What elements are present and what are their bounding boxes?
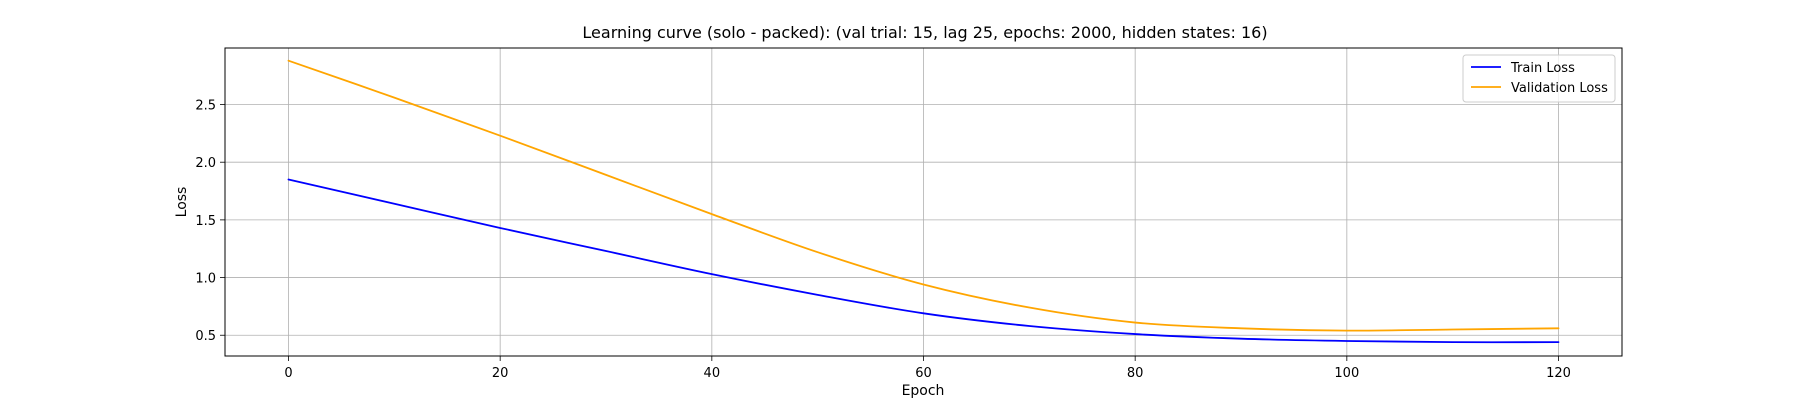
train-loss-line: [287, 178, 1560, 344]
x-tick-label: 120: [1546, 366, 1571, 381]
chart-title: Learning curve (solo - packed): (val tri…: [582, 23, 1267, 42]
y-tick-label: 0.5: [195, 329, 216, 344]
ticks: 0 20 40 60 80 100 120 0.5 1.0 1.5 2.0 2.5: [195, 99, 1571, 381]
y-tick-label: 1.0: [195, 272, 216, 287]
x-tick-label: 40: [704, 366, 721, 381]
y-tick-label: 2.5: [195, 99, 216, 114]
x-tick-label: 20: [492, 366, 509, 381]
x-tick-label: 100: [1334, 366, 1359, 381]
train-loss-legend-label: Train Loss: [1510, 61, 1575, 76]
validation-loss-line: [287, 59, 1560, 332]
x-axis-label: Epoch: [902, 383, 945, 399]
x-tick-label: 80: [1127, 366, 1144, 381]
validation-loss-legend-label: Validation Loss: [1511, 81, 1608, 96]
series-lines: [287, 59, 1560, 344]
y-tick-label: 2.0: [195, 156, 216, 171]
x-tick-label: 60: [915, 366, 932, 381]
x-tick-label: 0: [284, 366, 292, 381]
y-axis-label: Loss: [174, 187, 190, 218]
grid: [225, 48, 1622, 356]
legend: Train Loss Validation Loss: [1462, 54, 1616, 103]
y-tick-label: 1.5: [195, 214, 216, 229]
